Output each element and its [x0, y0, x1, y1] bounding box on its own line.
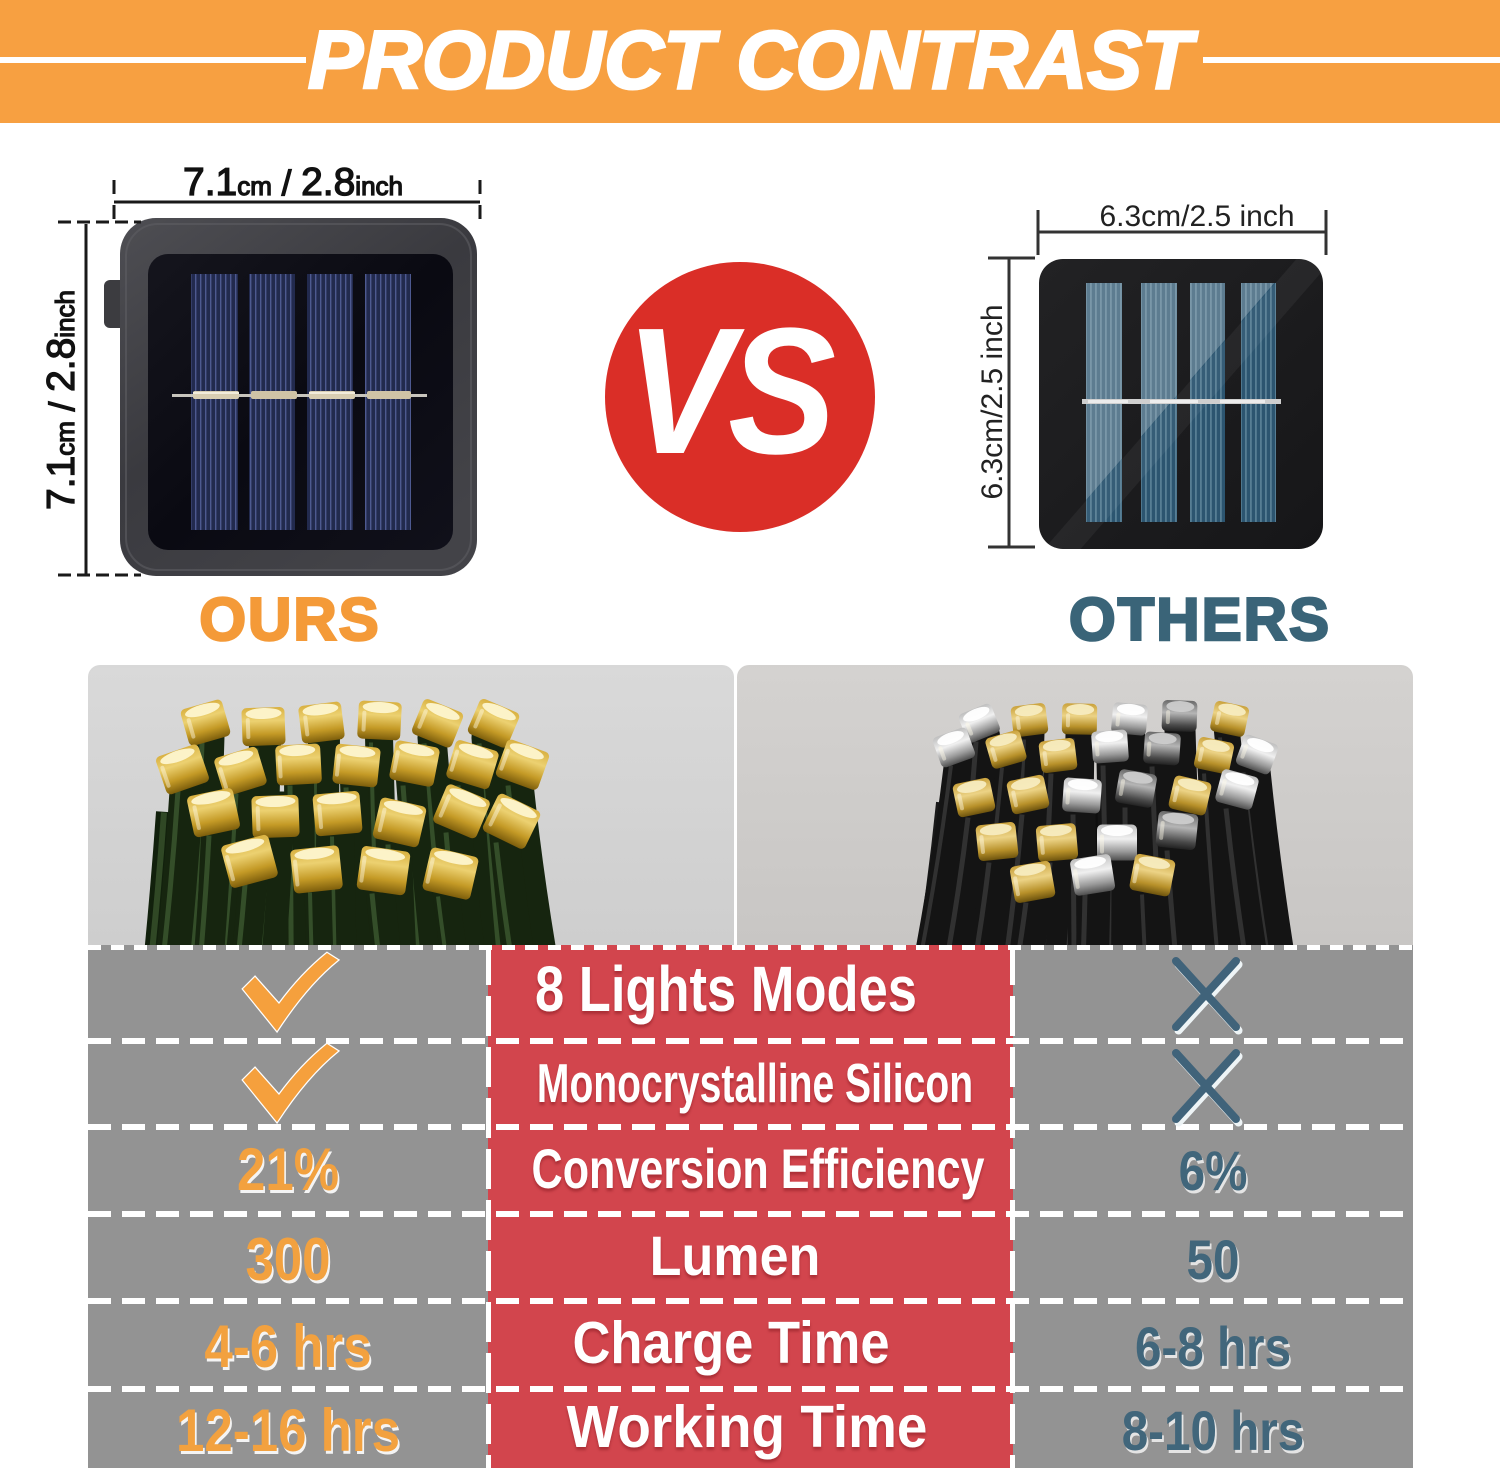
svg-text:6.3cm/2.5 inch: 6.3cm/2.5 inch: [976, 304, 1009, 499]
svg-text:7.1cm / 2.8inch: 7.1cm / 2.8inch: [40, 290, 83, 510]
svg-text:7.1cm / 2.8inch: 7.1cm / 2.8inch: [183, 161, 403, 204]
svg-text:6.3cm/2.5 inch: 6.3cm/2.5 inch: [1099, 200, 1294, 233]
